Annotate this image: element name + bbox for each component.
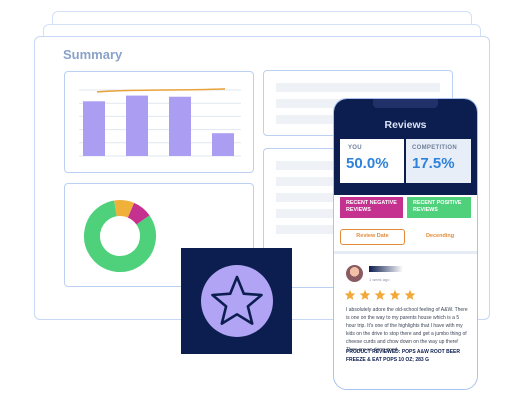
rating-star-icon xyxy=(344,289,356,300)
stat-competition-value: 17.5% xyxy=(412,155,455,172)
recent-negative-reviews-button[interactable]: RECENT NEGATIVE REVIEWS xyxy=(340,197,403,218)
donut-segment xyxy=(84,200,156,272)
bar-chart xyxy=(79,88,241,157)
review-avatar xyxy=(346,265,363,282)
recent-positive-reviews-button[interactable]: RECENT POSITIVE REVIEWS xyxy=(407,197,471,218)
tab-descending[interactable]: Decending xyxy=(425,233,455,239)
page-title: Summary xyxy=(63,47,123,62)
rating-star-icon xyxy=(404,289,416,300)
review-stars xyxy=(344,289,444,303)
star-badge-tile xyxy=(181,248,292,354)
review-body: I absolutely adore the old-school feelin… xyxy=(346,307,468,353)
list-row xyxy=(276,83,440,92)
stat-competition-label: COMPETITION xyxy=(412,145,457,151)
product-reviewed: PRODUCT REVIEWED: POPS A&W ROOT BEER FRE… xyxy=(346,349,460,363)
phone-header: Reviews xyxy=(334,99,477,139)
rating-star-icon xyxy=(359,289,371,300)
star-icon xyxy=(201,265,273,337)
stat-you: YOU 50.0% xyxy=(340,139,404,183)
bar-chart-panel xyxy=(64,71,254,173)
phone-title: Reviews xyxy=(384,119,427,131)
bar xyxy=(126,95,148,156)
bar xyxy=(83,101,105,156)
stat-competition: COMPETITION 17.5% xyxy=(406,139,471,183)
reviewer-name-bar xyxy=(369,266,403,272)
rating-star-icon xyxy=(389,289,401,300)
stats-area: YOU 50.0% COMPETITION 17.5% xyxy=(334,139,477,195)
stat-you-value: 50.0% xyxy=(346,155,389,172)
stat-you-label: YOU xyxy=(348,145,362,151)
bar xyxy=(169,96,191,156)
review-time: 1 week ago xyxy=(369,277,390,282)
phone-frame: Reviews YOU 50.0% COMPETITION 17.5% RECE… xyxy=(333,98,478,390)
tab-review-date[interactable]: Review Date xyxy=(340,229,405,245)
trend-line xyxy=(96,88,226,93)
bar xyxy=(212,133,234,156)
rating-star-icon xyxy=(374,289,386,300)
donut-chart xyxy=(84,200,156,272)
phone-notch xyxy=(373,99,438,108)
section-divider xyxy=(334,251,477,254)
